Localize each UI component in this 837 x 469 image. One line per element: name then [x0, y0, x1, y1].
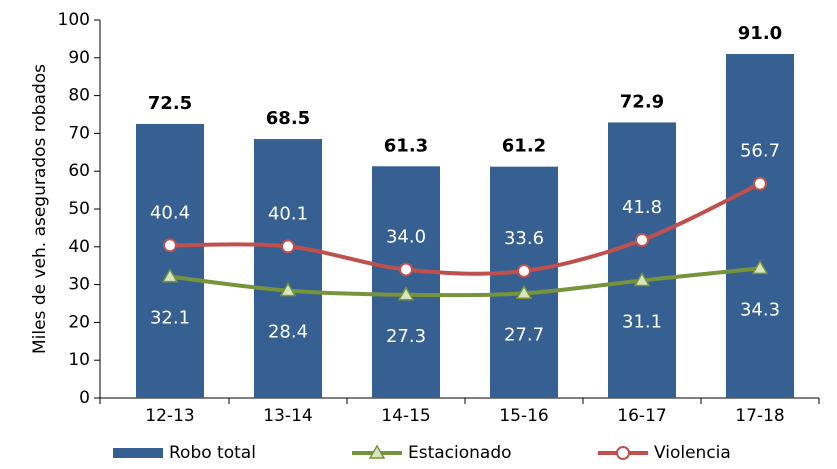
- y-tick-label: 20: [68, 312, 90, 332]
- x-tick-label: 14-15: [381, 406, 430, 426]
- y-axis-label: Miles de veh. asegurados robados: [30, 64, 50, 354]
- point: [635, 232, 649, 247]
- point: [753, 176, 767, 191]
- y-tick-label: 30: [68, 275, 90, 295]
- bar-value-label: 91.0: [738, 23, 782, 44]
- bar: [726, 54, 794, 399]
- bar: [608, 122, 676, 399]
- point: [279, 282, 297, 297]
- line-value-label: 27.3: [386, 326, 426, 347]
- point: [399, 262, 413, 277]
- line: [169, 266, 761, 298]
- bar-value-label: 72.9: [620, 91, 664, 112]
- bar: [490, 166, 558, 398]
- x-tick-label: 16-17: [617, 406, 666, 426]
- x-tick-label: 17-18: [735, 406, 784, 426]
- bar-value-label: 72.5: [148, 93, 192, 114]
- point: [633, 271, 651, 287]
- bar: [254, 139, 322, 398]
- point: [515, 284, 533, 300]
- x-tick-label: 13-14: [263, 406, 312, 426]
- line-value-label: 40.4: [150, 202, 190, 223]
- y-tick-label: 80: [68, 86, 90, 106]
- bar-value-label: 68.5: [266, 108, 310, 129]
- line: [169, 181, 761, 276]
- bar-value-label: 61.2: [502, 136, 546, 157]
- bar: [372, 166, 440, 398]
- line-value-label: 34.0: [386, 226, 426, 247]
- y-tick-label: 40: [68, 237, 90, 257]
- point: [751, 259, 769, 275]
- x-tick-label: 12-13: [145, 406, 194, 426]
- point: [517, 263, 531, 278]
- y-tick-label: 70: [68, 123, 90, 143]
- x-tick-label: 15-16: [499, 406, 548, 426]
- legend-swatch: [113, 448, 163, 458]
- line-value-label: 31.1: [622, 311, 662, 332]
- y-tick-label: 10: [68, 350, 90, 370]
- y-tick-label: 0: [79, 388, 90, 408]
- line-value-label: 56.7: [740, 141, 780, 162]
- y-tick-label: 50: [68, 199, 90, 219]
- point: [397, 286, 415, 301]
- line-value-label: 34.3: [740, 299, 780, 320]
- bar: [136, 123, 204, 398]
- legend-marker: [368, 444, 386, 459]
- legend-label: Violencia: [654, 443, 731, 463]
- line-value-label: 33.6: [504, 228, 544, 249]
- point: [161, 268, 179, 283]
- line-value-label: 40.1: [268, 203, 308, 224]
- legend-marker: [616, 446, 630, 460]
- line-value-label: 41.8: [622, 197, 662, 218]
- y-tick-label: 60: [68, 161, 90, 181]
- legend-label: Robo total: [169, 443, 256, 463]
- line-value-label: 32.1: [150, 308, 190, 329]
- point: [281, 239, 295, 254]
- y-tick-label: 100: [58, 10, 90, 30]
- point: [163, 238, 177, 253]
- line-value-label: 27.7: [504, 324, 544, 345]
- legend-label: Estacionado: [408, 443, 512, 463]
- y-tick-label: 90: [68, 48, 90, 68]
- bar-value-label: 61.3: [384, 135, 428, 156]
- line-value-label: 28.4: [268, 322, 308, 343]
